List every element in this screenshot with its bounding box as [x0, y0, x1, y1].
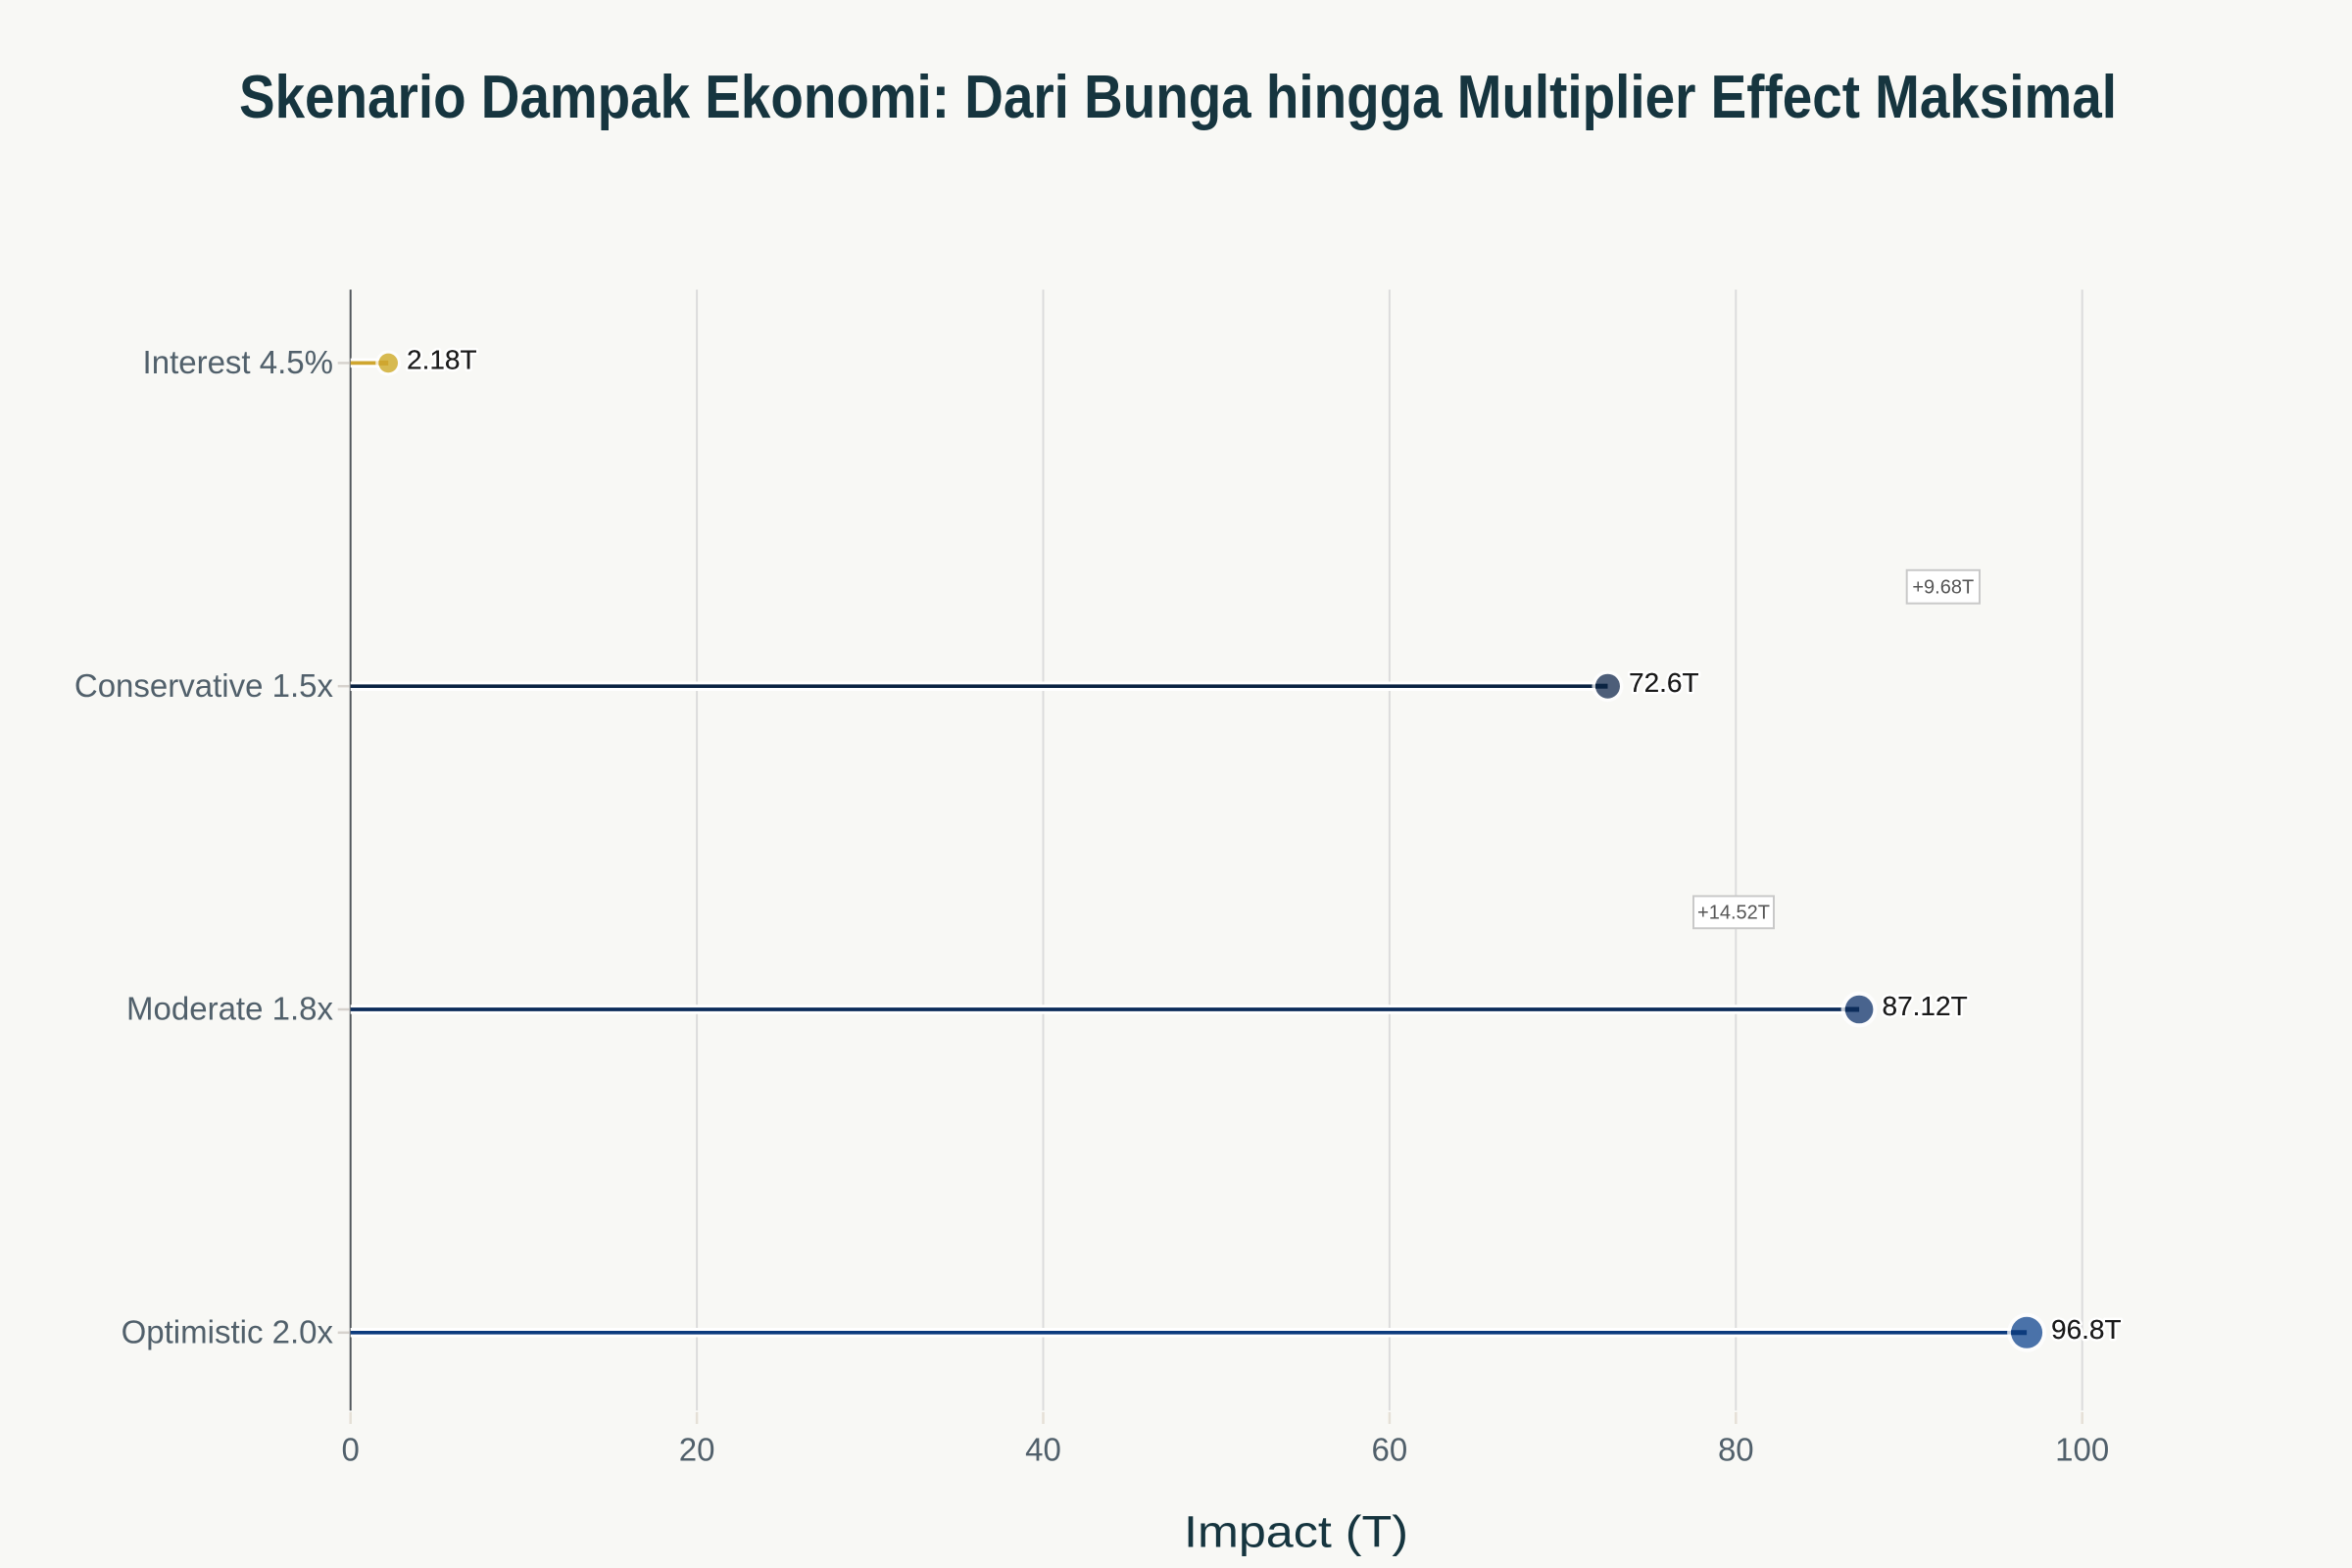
svg-text:Impact (T): Impact (T)	[1184, 1507, 1408, 1557]
svg-text:87.12T: 87.12T	[1883, 991, 1968, 1021]
svg-text:+14.52T: +14.52T	[1697, 903, 1770, 924]
svg-text:+9.68T: +9.68T	[1912, 577, 1974, 599]
svg-text:87.12T: 87.12T	[1883, 991, 1968, 1021]
svg-text:72.6T: 72.6T	[1629, 667, 1699, 698]
svg-text:100: 100	[2055, 1432, 2109, 1468]
svg-text:96.8T: 96.8T	[2051, 1314, 2122, 1345]
svg-text:40: 40	[1025, 1432, 1061, 1468]
svg-text:2.18T: 2.18T	[407, 344, 477, 374]
svg-text:Optimistic 2.0x: Optimistic 2.0x	[122, 1313, 334, 1349]
svg-text:Interest 4.5%: Interest 4.5%	[143, 344, 333, 380]
svg-text:Moderate 1.8x: Moderate 1.8x	[126, 991, 333, 1027]
svg-text:60: 60	[1372, 1432, 1408, 1468]
svg-text:96.8T: 96.8T	[2051, 1314, 2122, 1345]
svg-text:Conservative 1.5x: Conservative 1.5x	[74, 667, 334, 704]
svg-text:2.18T: 2.18T	[407, 344, 477, 374]
svg-text:80: 80	[1718, 1432, 1754, 1468]
svg-text:Skenario Dampak Ekonomi: Dari: Skenario Dampak Ekonomi: Dari Bunga hing…	[239, 64, 2117, 131]
svg-text:20: 20	[679, 1432, 715, 1468]
svg-text:0: 0	[342, 1432, 360, 1468]
svg-text:72.6T: 72.6T	[1629, 667, 1699, 698]
